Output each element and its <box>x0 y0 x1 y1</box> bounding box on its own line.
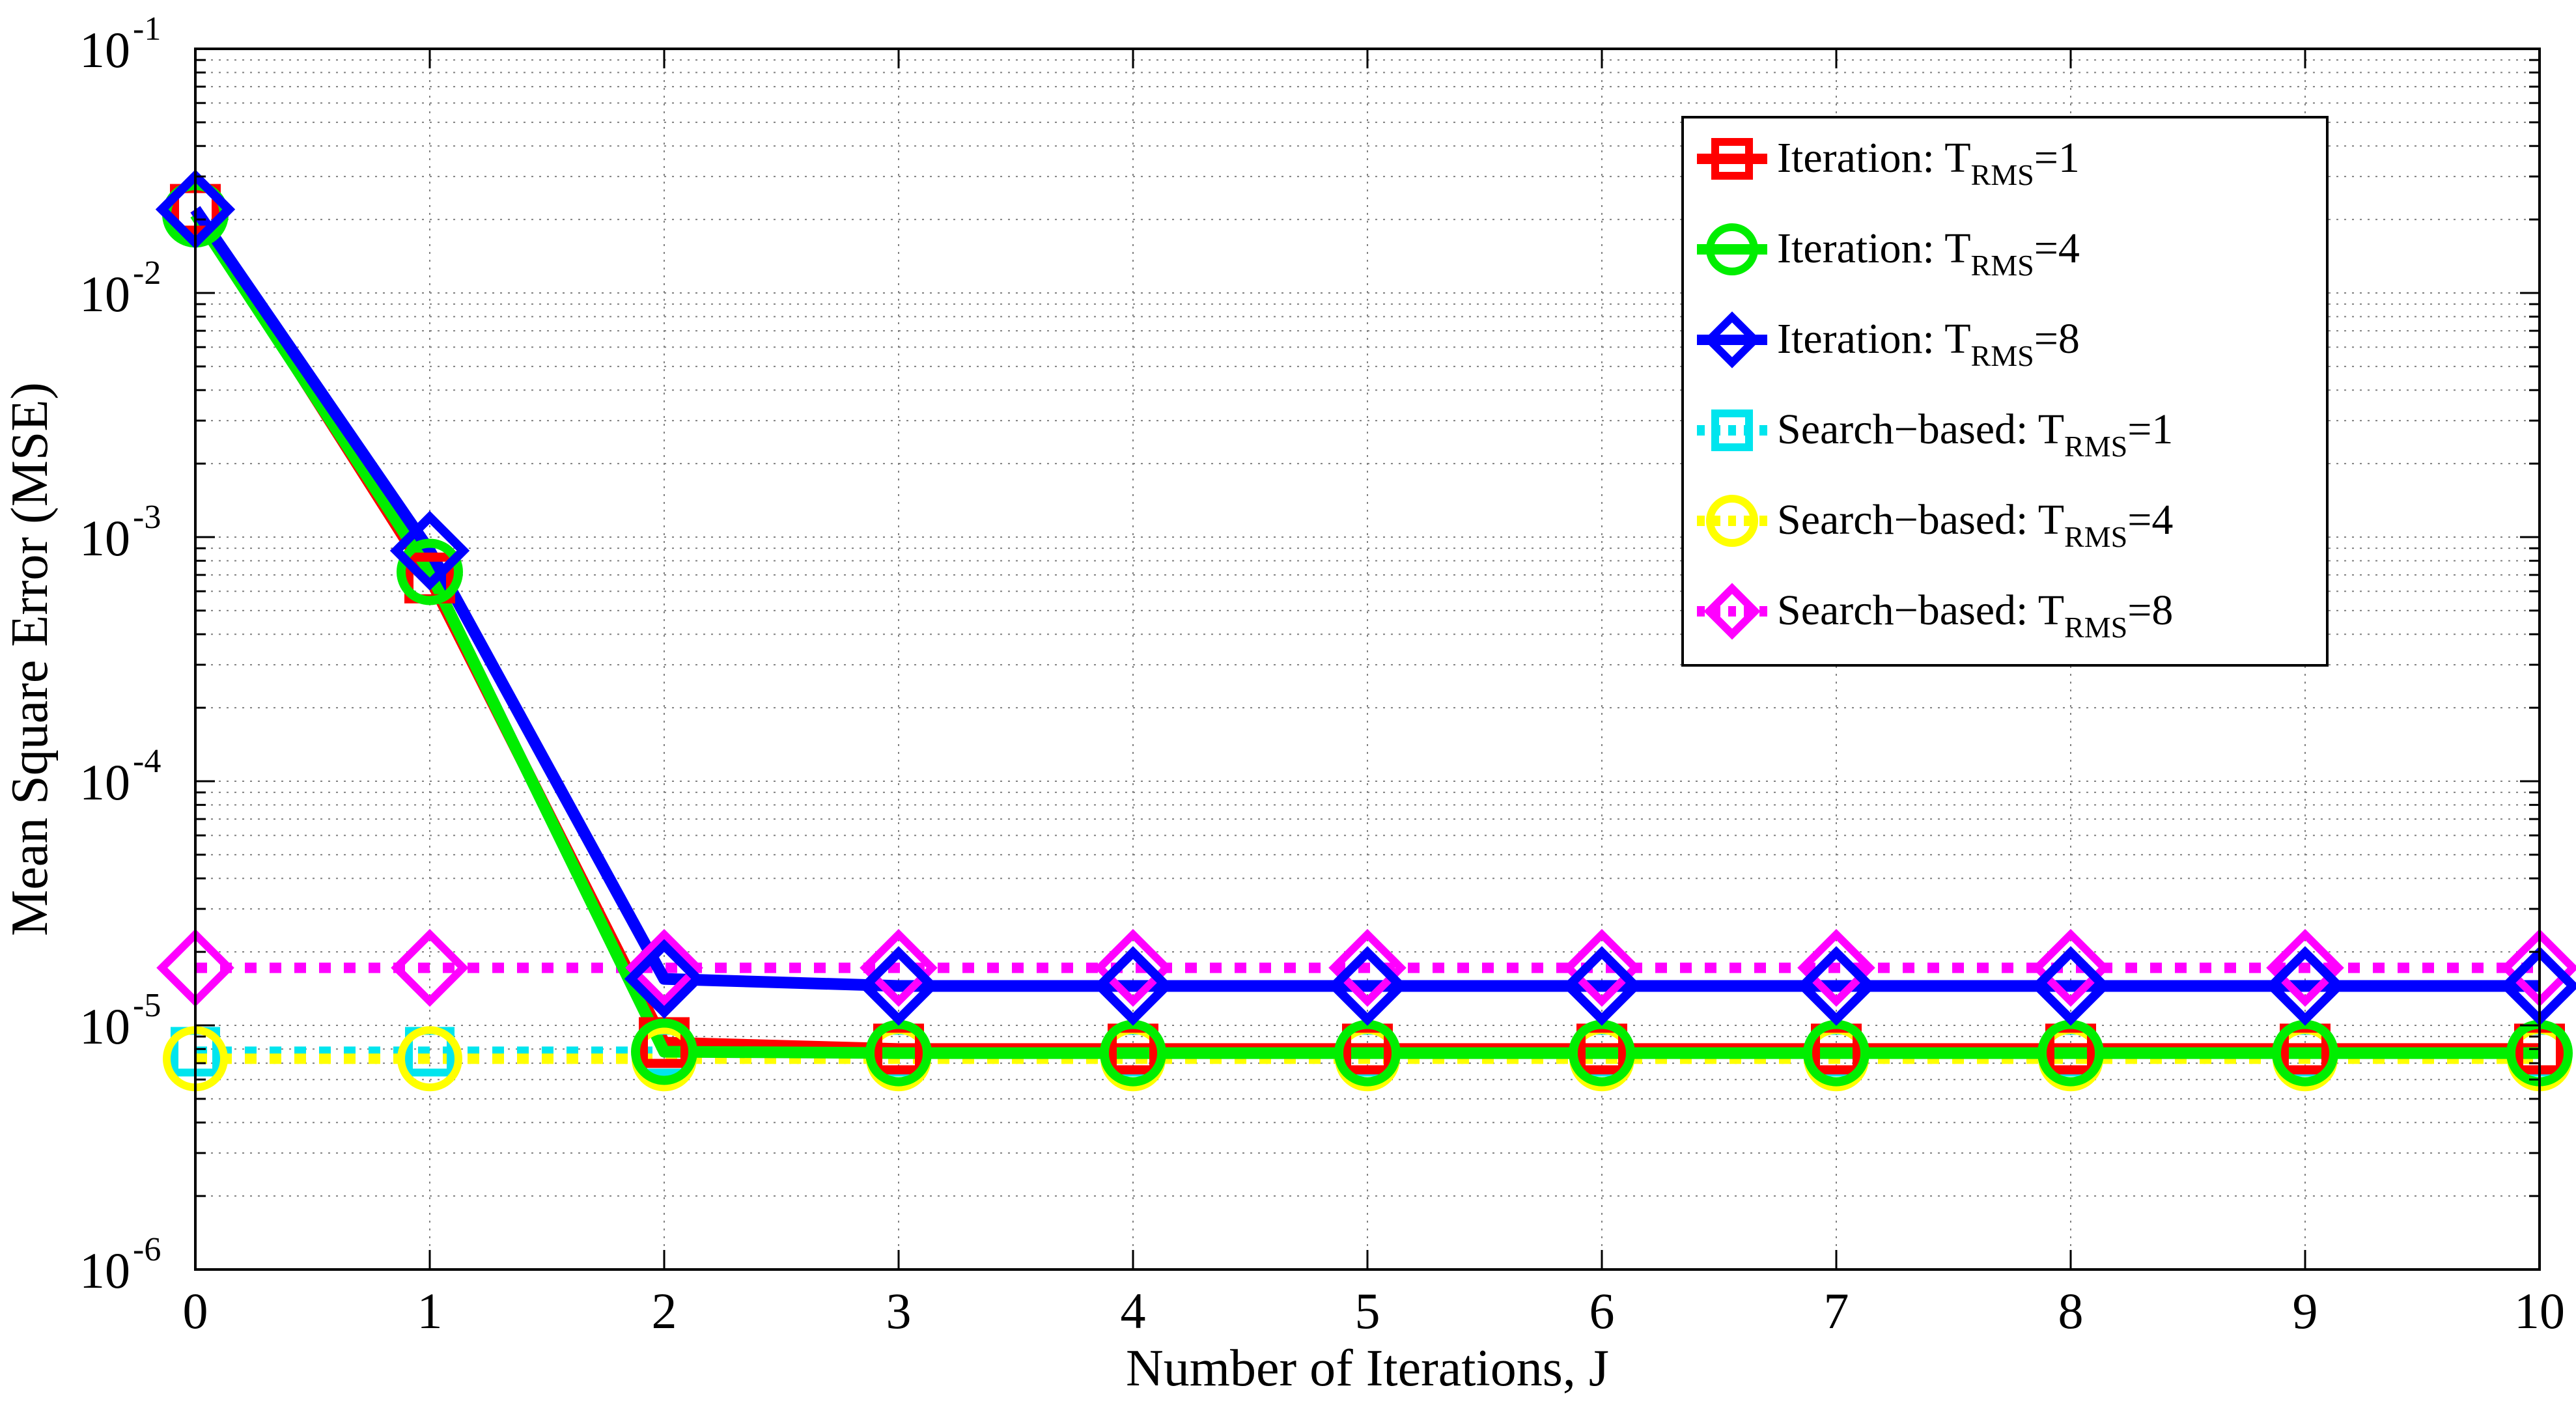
legend-label: Iteration: TRMS=8 <box>1777 315 2080 372</box>
x-tick-label: 7 <box>1824 1283 1849 1339</box>
series-3-point <box>1327 946 1408 1026</box>
y-tick-label: 10 -6 <box>79 1231 161 1299</box>
legend-marker-sample <box>1706 223 1758 275</box>
legend-entry-2: Iteration: TRMS=4 <box>1697 223 2080 282</box>
series-3-point <box>2030 946 2111 1026</box>
legend-label: Iteration: TRMS=1 <box>1777 134 2080 191</box>
y-axis-label: Mean Square Error (MSE) <box>1 382 59 936</box>
x-tick-label: 3 <box>886 1283 912 1339</box>
legend-marker-sample <box>1711 138 1753 180</box>
y-tick-label-exponent: -1 <box>133 10 161 48</box>
x-tick-label: 8 <box>2058 1283 2084 1339</box>
legend: Iteration: TRMS=1 Iteration: TRMS=4 Iterat… <box>1681 116 2329 667</box>
y-tick-label: 10 -5 <box>79 987 161 1055</box>
y-tick-label: 10 -2 <box>79 255 161 322</box>
series-3-point <box>1561 946 1642 1026</box>
series-lines <box>190 206 2540 1064</box>
x-tick-label: 0 <box>183 1283 208 1339</box>
series-6-point <box>1328 928 1407 1007</box>
axis-ticks <box>194 48 2541 1271</box>
legend-entry-1: Iteration: TRMS=1 <box>1697 134 2080 191</box>
y-tick-label-base: 10 <box>79 21 130 78</box>
y-tick-label-exponent: -2 <box>133 255 161 292</box>
series-3-point <box>858 946 939 1026</box>
x-tick-label: 5 <box>1355 1283 1380 1339</box>
series-3-point <box>1796 946 1877 1026</box>
series-2-point <box>631 1018 697 1085</box>
y-tick-label-base: 10 <box>79 998 130 1055</box>
legend-box <box>1681 116 2329 667</box>
series-5-point <box>397 1026 462 1092</box>
y-tick-label-exponent: -5 <box>133 987 161 1024</box>
y-tick-label-exponent: -4 <box>133 743 161 780</box>
legend-label: Search−based: TRMS=4 <box>1777 496 2173 553</box>
y-axis-tick-labels: 10-610-510-410-310-210-1 <box>79 10 161 1299</box>
y-tick-label-exponent: -3 <box>133 499 161 536</box>
series-6-point <box>2266 928 2344 1007</box>
series-6-point <box>1563 928 1641 1007</box>
y-tick-label-base: 10 <box>79 1242 130 1299</box>
series-6-point <box>860 928 938 1007</box>
legend-label: Iteration: TRMS=4 <box>1777 225 2080 282</box>
legend-entry-4: Search−based: TRMS=1 <box>1697 406 2173 463</box>
x-axis-tick-labels: 0 1 2 3 4 5 6 7 8 9 10 <box>183 1283 2566 1339</box>
y-tick-label: 10 -1 <box>79 10 161 78</box>
series-3-point <box>2265 946 2345 1026</box>
legend-label: Search−based: TRMS=8 <box>1777 587 2173 644</box>
legend-marker-sample <box>1703 583 1761 640</box>
y-tick-label: 10 -3 <box>79 499 161 566</box>
series-line-3 <box>190 206 2540 992</box>
x-tick-label: 2 <box>652 1283 677 1339</box>
x-tick-label: 10 <box>2514 1283 2565 1339</box>
series-6-point <box>625 928 703 1007</box>
legend-entry-3: Iteration: TRMS=8 <box>1697 311 2080 372</box>
series-line-2 <box>190 211 2540 1059</box>
series-3-point <box>1093 946 1173 1026</box>
series-6-point <box>1094 928 1172 1007</box>
y-tick-label-exponent: -6 <box>133 1231 161 1268</box>
x-axis-label: Number of Iterations, J <box>1126 1340 1609 1397</box>
legend-label: Search−based: TRMS=1 <box>1777 406 2173 463</box>
series-3-point <box>389 510 470 591</box>
legend-entry-6: Search−based: TRMS=8 <box>1697 583 2173 644</box>
series-2-point <box>397 538 463 605</box>
legend-marker-sample <box>1706 495 1758 547</box>
legend-marker-sample <box>1703 311 1761 368</box>
x-tick-label: 1 <box>417 1283 443 1339</box>
y-tick-label-base: 10 <box>79 754 130 811</box>
series-6-point <box>2032 928 2110 1007</box>
x-tick-label: 9 <box>2293 1283 2318 1339</box>
y-tick-label-base: 10 <box>79 266 130 322</box>
legend-marker-sample <box>1711 409 1753 451</box>
y-tick-label: 10 -4 <box>79 743 161 811</box>
y-tick-label-base: 10 <box>79 510 130 566</box>
series-6-point <box>391 928 469 1007</box>
series-3-point <box>624 939 705 1019</box>
x-tick-label: 4 <box>1121 1283 1146 1339</box>
legend-entry-5: Search−based: TRMS=4 <box>1697 495 2173 553</box>
series-6-point <box>1797 928 1875 1007</box>
x-tick-label: 6 <box>1589 1283 1615 1339</box>
